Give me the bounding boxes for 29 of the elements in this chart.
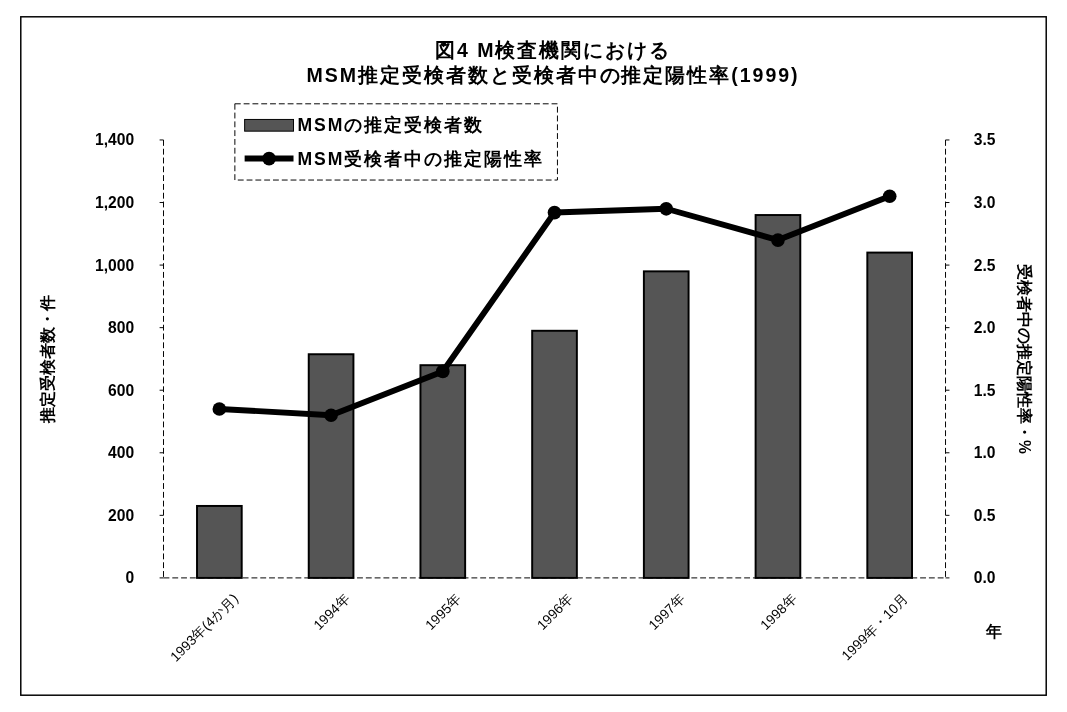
y2-tick-label: 2.5 — [973, 256, 996, 274]
y2-tick-label: 0.5 — [973, 506, 996, 524]
y-axis-title: 推定受検者数・件 — [39, 294, 57, 424]
y-tick-label: 0 — [125, 569, 135, 587]
y-tick-label: 1,000 — [95, 256, 135, 274]
point — [212, 402, 227, 416]
legend-label: MSM受検者中の推定陽性率 — [297, 148, 544, 169]
y2-tick-label: 1.0 — [973, 444, 996, 462]
y-tick-label: 400 — [108, 444, 135, 462]
chart-title: 図4 M検査機関における MSM推定受検者数と受検者中の推定陽性率(1999) — [306, 38, 800, 87]
y-tick-label: 200 — [108, 506, 135, 524]
y2-tick-label: 3.5 — [973, 131, 996, 149]
point — [771, 233, 785, 247]
y2-axis-title: 受検者中の推定陽性率・% — [1015, 263, 1033, 454]
legend-label: MSMの推定受検者数 — [297, 115, 484, 136]
point — [547, 205, 562, 220]
y-tick-label: 800 — [108, 319, 135, 337]
x-axis-title: 年 — [985, 622, 1003, 640]
point — [324, 408, 338, 423]
y2-tick-label: 2.0 — [973, 319, 996, 337]
y-tick-label: 1,200 — [95, 194, 135, 211]
y2-tick-label: 0.0 — [973, 569, 996, 587]
point — [882, 189, 897, 204]
point — [659, 201, 674, 216]
y2-tick-label: 1.5 — [973, 381, 996, 399]
point — [435, 364, 450, 379]
y-tick-label: 1,400 — [95, 131, 135, 149]
y-tick-label: 600 — [108, 381, 135, 399]
y2-tick-label: 3.0 — [973, 194, 996, 211]
